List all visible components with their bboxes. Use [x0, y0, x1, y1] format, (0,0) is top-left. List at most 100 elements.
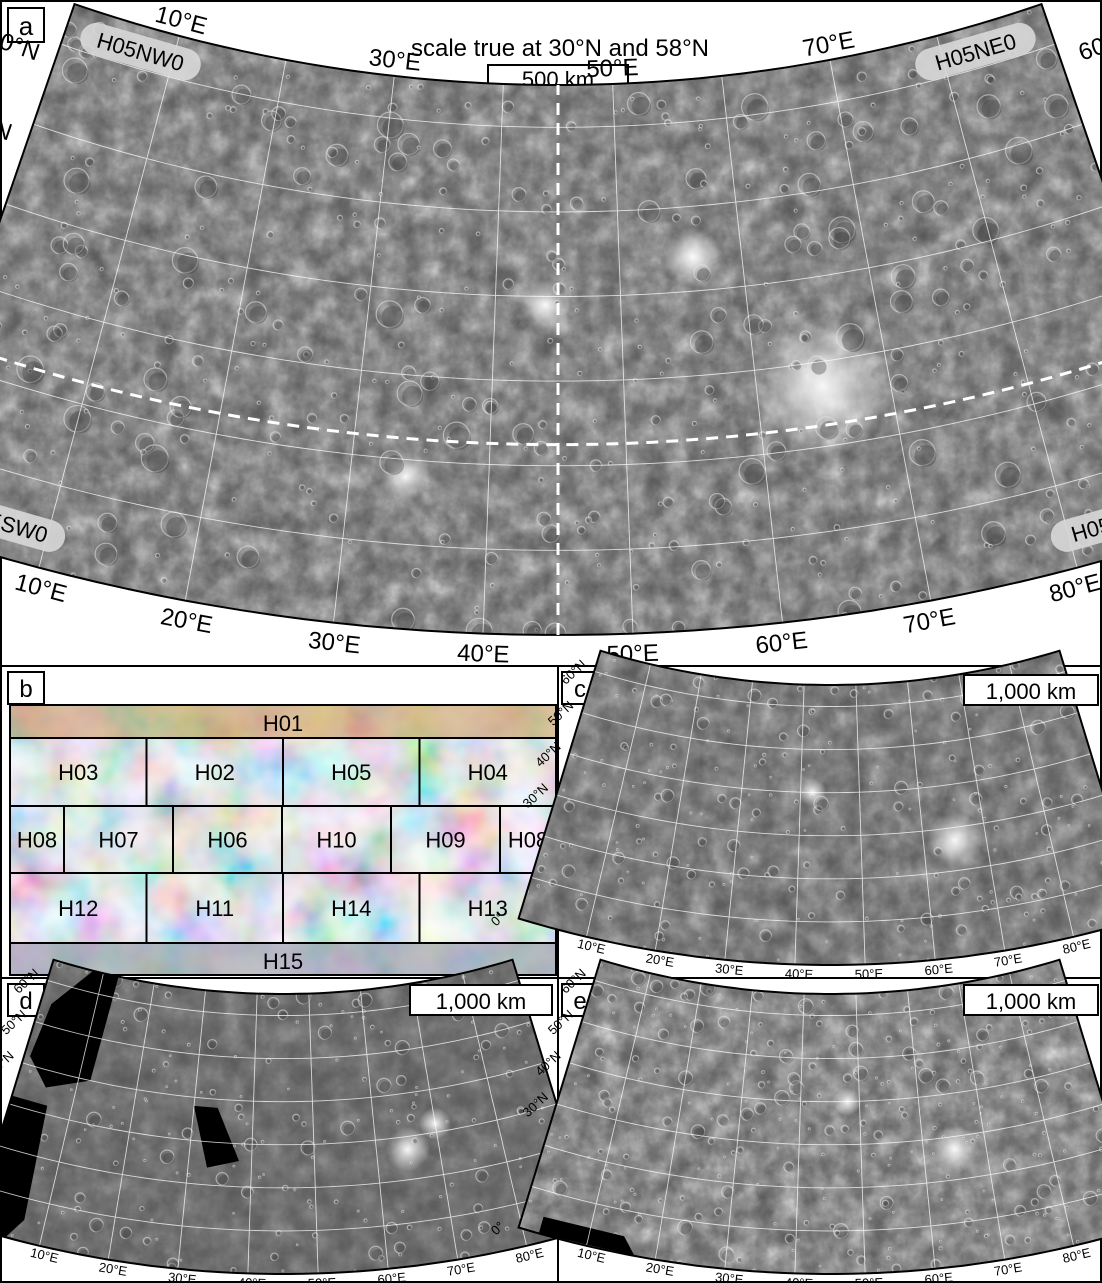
crater [602, 783, 606, 787]
panel-c-scalebar: 1,000 km [986, 679, 1077, 704]
crater [729, 880, 733, 884]
crater [801, 1101, 808, 1107]
crater [300, 145, 306, 150]
crater [892, 1210, 895, 1214]
crater [716, 1114, 729, 1127]
crater [962, 1136, 966, 1140]
crater [1044, 93, 1069, 119]
map-outline [517, 649, 1102, 966]
crater [799, 1004, 803, 1009]
crater [1015, 893, 1023, 901]
crater [436, 108, 441, 113]
crater [473, 1054, 480, 1061]
crater [538, 1118, 545, 1125]
crater [950, 711, 961, 722]
crater [155, 1237, 159, 1241]
crater [822, 1196, 826, 1201]
crater [112, 1105, 116, 1109]
quadrangle-label: H05 [331, 760, 371, 785]
crater [939, 697, 945, 702]
crater [293, 167, 312, 186]
crater [688, 1101, 691, 1105]
crater [1020, 184, 1028, 192]
lon-label: 20°E [98, 1259, 129, 1278]
crater [416, 145, 421, 150]
crater [229, 106, 237, 114]
crater [796, 685, 804, 692]
crater [744, 1099, 748, 1103]
crater [43, 315, 49, 321]
crater [1077, 478, 1089, 490]
crater [945, 1174, 951, 1179]
lat-label: 40°N [0, 1048, 17, 1079]
crater [938, 1102, 943, 1107]
crater [878, 594, 883, 599]
crater [633, 1192, 637, 1197]
crater [893, 801, 904, 812]
quadrangle-label: H01 [263, 711, 303, 736]
crater [825, 940, 829, 944]
crater [630, 970, 646, 986]
crater [401, 1209, 405, 1214]
crater [620, 107, 626, 113]
crater [206, 112, 213, 119]
crater [867, 690, 871, 694]
crater [898, 1106, 905, 1112]
crater [619, 1201, 632, 1213]
crater [785, 829, 790, 835]
lon-label: 60°E [924, 1269, 954, 1283]
crater [948, 181, 953, 187]
crater [637, 344, 643, 350]
crater [347, 539, 353, 545]
crater [1034, 1078, 1049, 1094]
crater [337, 214, 343, 221]
lon-label: 80°E [1061, 1245, 1092, 1266]
crater [533, 1099, 537, 1103]
crater [636, 838, 643, 845]
crater [552, 1180, 568, 1196]
crater [655, 694, 659, 698]
crater [657, 1028, 670, 1040]
crater [665, 357, 672, 364]
crater [339, 413, 350, 424]
crater [168, 1054, 172, 1058]
crater [267, 451, 272, 456]
crater [647, 769, 651, 773]
crater [164, 334, 174, 345]
crater [271, 106, 287, 122]
crater [821, 999, 826, 1005]
crater [1035, 1211, 1039, 1216]
crater [1026, 9, 1032, 15]
crater [933, 1023, 938, 1028]
crater [957, 877, 971, 890]
crater [654, 931, 664, 941]
crater [310, 500, 317, 507]
crater [832, 1044, 836, 1049]
crater [330, 392, 338, 399]
crater [562, 788, 566, 792]
crater [650, 415, 661, 426]
crater [631, 1055, 640, 1063]
crater [120, 1019, 125, 1025]
crater [350, 1015, 354, 1019]
crater [1032, 1152, 1037, 1157]
crater [464, 101, 472, 109]
crater [120, 332, 125, 337]
crater [918, 1067, 934, 1084]
crater [766, 697, 779, 709]
crater [955, 239, 967, 251]
crater [784, 235, 802, 254]
panel-a-title: scale true at 30°N and 58°N [411, 35, 709, 62]
crater [965, 1140, 969, 1144]
crater [395, 1075, 407, 1086]
crater [722, 882, 726, 887]
crater [60, 1210, 65, 1215]
quadrangle-label: H13 [468, 896, 508, 921]
crater [354, 159, 360, 165]
crater [943, 266, 948, 271]
crater [840, 825, 846, 831]
crater [817, 572, 822, 577]
crater [613, 658, 617, 662]
crater [74, 244, 89, 259]
crater [736, 1256, 743, 1263]
